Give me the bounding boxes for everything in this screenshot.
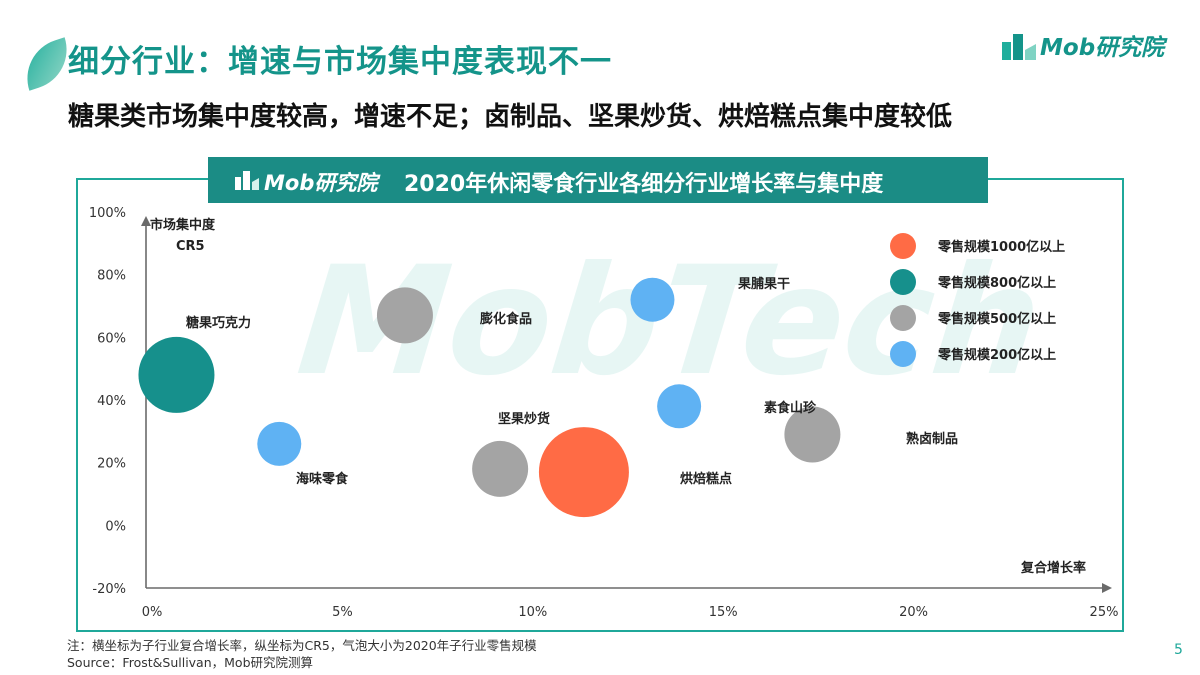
bubble-label: 烘焙糕点 <box>680 471 732 487</box>
y-tick-label: 0% <box>105 519 126 534</box>
bubble-point <box>538 427 629 518</box>
footnote: 注：横坐标为子行业复合增长率，纵坐标为CR5，气泡大小为2020年子行业零售规模… <box>67 637 537 671</box>
legend-label: 零售规模200亿以上 <box>937 347 1056 363</box>
y-tick-label: -20% <box>92 582 126 597</box>
bubble-label: 熟卤制品 <box>906 431 958 447</box>
footnote-source: Source：Frost&Sullivan，Mob研究院测算 <box>67 655 314 670</box>
legend-label: 零售规模800亿以上 <box>937 275 1056 291</box>
y-tick-label: 60% <box>97 331 126 346</box>
page-subtitle: 糖果类市场集中度较高，增速不足；卤制品、坚果炒货、烘焙糕点集中度较低 <box>68 102 953 132</box>
x-tick-label: 25% <box>1090 605 1119 620</box>
page-title: 细分行业：增速与市场集中度表现不一 <box>68 44 612 80</box>
legend-label: 零售规模1000亿以上 <box>937 239 1065 255</box>
y-axis-label: 市场集中度 <box>150 217 216 233</box>
footnote-note: 注：横坐标为子行业复合增长率，纵坐标为CR5，气泡大小为2020年子行业零售规模 <box>67 638 537 653</box>
bubble-point <box>257 421 302 466</box>
bubble-label: 果脯果干 <box>737 276 790 292</box>
bubble-point <box>657 384 702 429</box>
legend-layer: 零售规模1000亿以上零售规模800亿以上零售规模500亿以上零售规模200亿以… <box>890 233 1065 367</box>
legend-marker <box>890 269 916 295</box>
y-axis-label-unit: CR5 <box>176 239 205 254</box>
bubble-point <box>630 277 675 322</box>
header-brand-icon <box>235 171 259 190</box>
bubble-label: 坚果炒货 <box>498 411 550 427</box>
bubble-point <box>376 287 433 344</box>
bubble-point <box>784 406 841 463</box>
legend-marker <box>890 233 916 259</box>
bubble-label: 糖果巧克力 <box>186 315 251 331</box>
legend-label: 零售规模500亿以上 <box>937 311 1056 327</box>
y-tick-label: 20% <box>97 457 126 472</box>
y-tick-label: 40% <box>97 394 126 409</box>
x-axis-label: 复合增长率 <box>1020 560 1086 576</box>
x-axis-arrow <box>1102 583 1112 593</box>
x-tick-label: 0% <box>142 605 163 620</box>
chart-header-brand: Mob研究院 <box>264 171 378 195</box>
y-axis-arrow <box>141 216 151 226</box>
bubble-label: 膨化食品 <box>479 311 532 327</box>
bubble-point <box>472 440 529 497</box>
y-tick-label: 80% <box>97 269 126 284</box>
brand-logo: Mob研究院 <box>1000 26 1176 66</box>
x-tick-label: 10% <box>518 605 547 620</box>
x-tick-label: 20% <box>899 605 928 620</box>
legend-marker <box>890 305 916 331</box>
bubble-layer <box>138 277 841 518</box>
chart-title: 2020年休闲零食行业各细分行业增长率与集中度 <box>404 172 884 197</box>
chart-header-bar: Mob研究院 2020年休闲零食行业各细分行业增长率与集中度 <box>208 157 988 203</box>
x-tick-label: 15% <box>709 605 738 620</box>
bubble-label: 素食山珍 <box>764 400 817 416</box>
brand-building-icon <box>1002 34 1036 60</box>
bubble-point <box>138 336 215 413</box>
legend-marker <box>890 341 916 367</box>
brand-name: Mob研究院 <box>1040 35 1165 61</box>
bubble-label: 海味零食 <box>296 471 349 487</box>
y-tick-label: 100% <box>89 206 126 221</box>
axis-layer: 100% 80% 60% 40% 20% 0% -20% 0% 5% 10% 15% 20% 25% 市场… <box>89 206 1119 620</box>
page-number: 5 <box>1174 642 1183 658</box>
x-tick-label: 5% <box>332 605 353 620</box>
